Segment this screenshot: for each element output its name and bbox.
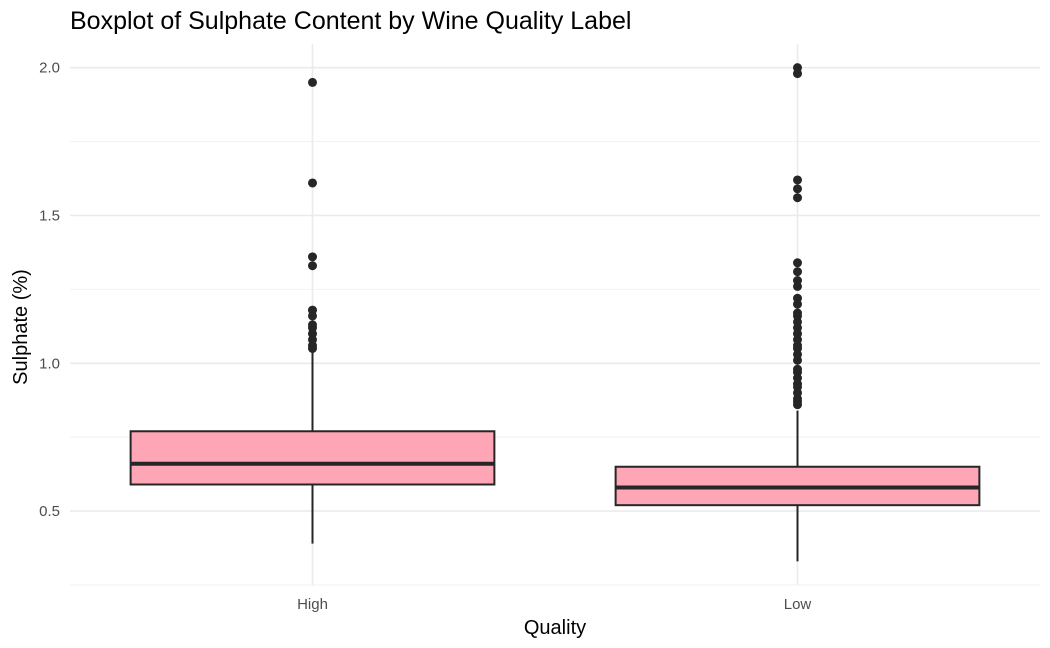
outlier-point [793, 184, 802, 194]
box-group-high [129, 77, 496, 544]
outlier-point [793, 293, 802, 303]
outlier-point [308, 261, 317, 271]
y-tick-label: 1.0 [39, 355, 60, 372]
outlier-point [793, 276, 802, 286]
box-group-low [614, 63, 981, 562]
outlier-point [793, 308, 802, 318]
outlier-point [308, 305, 317, 315]
x-axis-ticks: High Low [297, 596, 811, 613]
outlier-point [793, 63, 802, 73]
y-tick-label: 1.5 [39, 207, 60, 224]
y-tick-label: 0.5 [39, 503, 60, 520]
outlier-point [793, 193, 802, 203]
y-axis-title: Sulphate (%) [10, 269, 32, 385]
outlier-point [793, 267, 802, 277]
outlier-point [308, 77, 317, 87]
outlier-point [308, 178, 317, 188]
outlier-point [793, 175, 802, 185]
outlier-point [308, 320, 317, 330]
x-tick-label: High [297, 596, 328, 613]
outlier-point [793, 364, 802, 374]
y-axis-ticks: 0.5 1.0 1.5 2.0 [39, 60, 60, 520]
outlier-point [793, 258, 802, 268]
y-tick-label: 2.0 [39, 60, 60, 77]
outlier-point [308, 252, 317, 262]
x-axis-title: Quality [524, 617, 586, 639]
x-tick-label: Low [784, 596, 812, 613]
chart-title: Boxplot of Sulphate Content by Wine Qual… [70, 7, 631, 35]
boxes [129, 63, 981, 562]
box-iqr [129, 430, 496, 486]
